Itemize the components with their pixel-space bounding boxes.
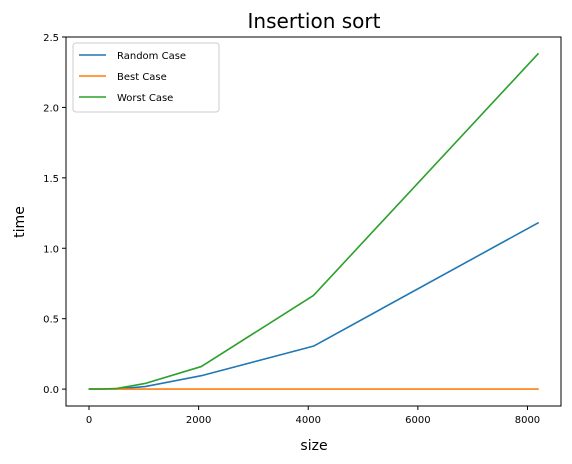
x-tick-label: 2000: [186, 415, 211, 426]
legend-label: Best Case: [117, 72, 167, 83]
y-tick-label: 0.5: [43, 315, 59, 326]
x-axis-label: size: [300, 438, 327, 454]
x-tick-label: 8000: [515, 415, 540, 426]
plot-frame: [65, 36, 562, 407]
legend-label: Random Case: [117, 51, 186, 62]
legend-label: Worst Case: [117, 93, 173, 104]
y-axis-label: time: [12, 206, 28, 238]
chart-title: Insertion sort: [248, 9, 381, 33]
y-tick-label: 0.0: [43, 385, 59, 396]
y-tick-label: 1.0: [43, 244, 59, 255]
plot-area: 0 2000 4000 6000 8000 0.0 0.5 1.0 1.5 2.0 2.5 Rando…: [43, 33, 562, 426]
x-tick-label: 0: [86, 415, 92, 426]
legend-box: [72, 42, 220, 113]
x-tick-label: 6000: [405, 415, 430, 426]
y-tick-label: 1.5: [43, 174, 59, 185]
series-line-random-case: [88, 221, 540, 390]
y-tick-label: 2.5: [43, 33, 59, 44]
x-tick-label: 4000: [296, 415, 321, 426]
series-line-worst-case: [88, 52, 540, 390]
y-tick-label: 2.0: [43, 103, 59, 114]
